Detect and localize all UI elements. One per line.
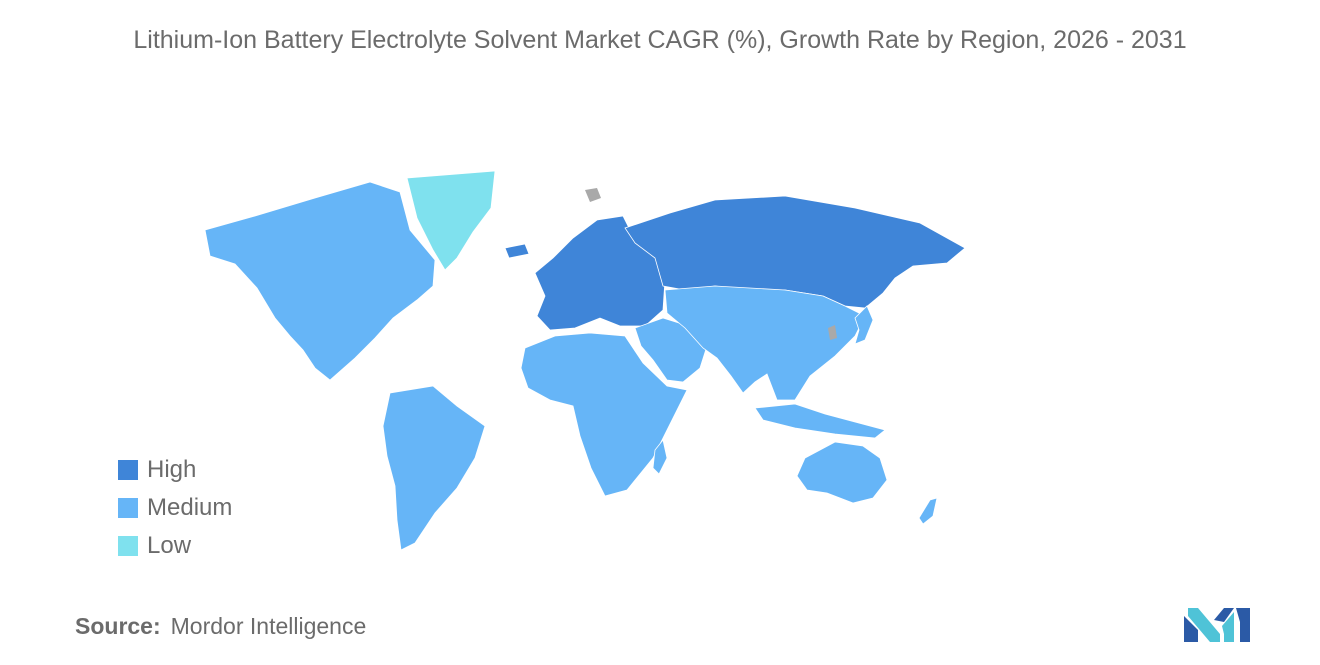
chart-title: Lithium-Ion Battery Electrolyte Solvent … [133, 26, 1187, 54]
region-north-america [204, 181, 436, 381]
region-africa [520, 332, 688, 497]
source-line: Source: Mordor Intelligence [75, 613, 366, 640]
legend-label-medium: Medium [147, 494, 233, 521]
region-svalbard-no-data [585, 188, 601, 202]
region-madagascar [652, 439, 668, 475]
legend-swatch-high [118, 460, 138, 480]
legend-item-low: Low [118, 527, 232, 565]
source-label: Source: [75, 613, 161, 639]
region-southeast-asia-islands [754, 403, 886, 439]
legend-swatch-low [118, 536, 138, 556]
region-australia [796, 441, 888, 504]
legend-item-medium: Medium [118, 489, 232, 527]
region-asia [664, 285, 866, 401]
legend-item-high: High [118, 451, 232, 489]
region-south-america [382, 385, 486, 551]
region-greenland [406, 170, 496, 271]
region-iceland [504, 243, 530, 259]
region-europe [534, 215, 666, 331]
region-russia [624, 195, 966, 309]
legend-label-low: Low [147, 532, 192, 559]
legend: High Medium Low [118, 451, 232, 565]
source-value: Mordor Intelligence [170, 613, 367, 639]
region-japan [854, 305, 874, 345]
world-map [204, 170, 966, 551]
region-new-zealand [918, 497, 938, 525]
legend-swatch-medium [118, 498, 138, 518]
legend-label-high: High [147, 456, 197, 483]
region-korea-no-data [828, 325, 837, 340]
mordor-intelligence-logo-icon [1184, 608, 1250, 642]
